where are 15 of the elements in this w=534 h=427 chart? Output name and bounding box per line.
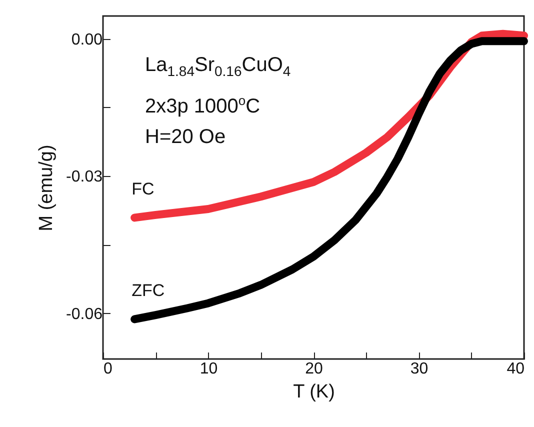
x-tick-label: 10 [200,360,218,378]
y-tick-label: -0.03 [66,168,103,186]
x-tick-label: 30 [410,360,428,378]
y-tick-label: -0.06 [66,306,103,323]
x-tick-label: 20 [305,360,323,378]
x-axis-title: T (K) [293,382,335,402]
series-label: ZFC [132,281,165,300]
annotation: La$_{1.84}$Sr$_{0.16}$CuO$_{4}$ [145,53,291,81]
series-label: FC [132,180,154,199]
y-tick-label: 0.00 [71,31,103,48]
x-tick-label: 0 [104,360,112,378]
annotation: H=20 Oe [145,124,227,150]
y-axis-title: M (emu/g) [36,144,58,232]
annotation: 2x3p 1000$^{o}$C [145,92,262,120]
x-tick-label: 40 [506,360,525,378]
